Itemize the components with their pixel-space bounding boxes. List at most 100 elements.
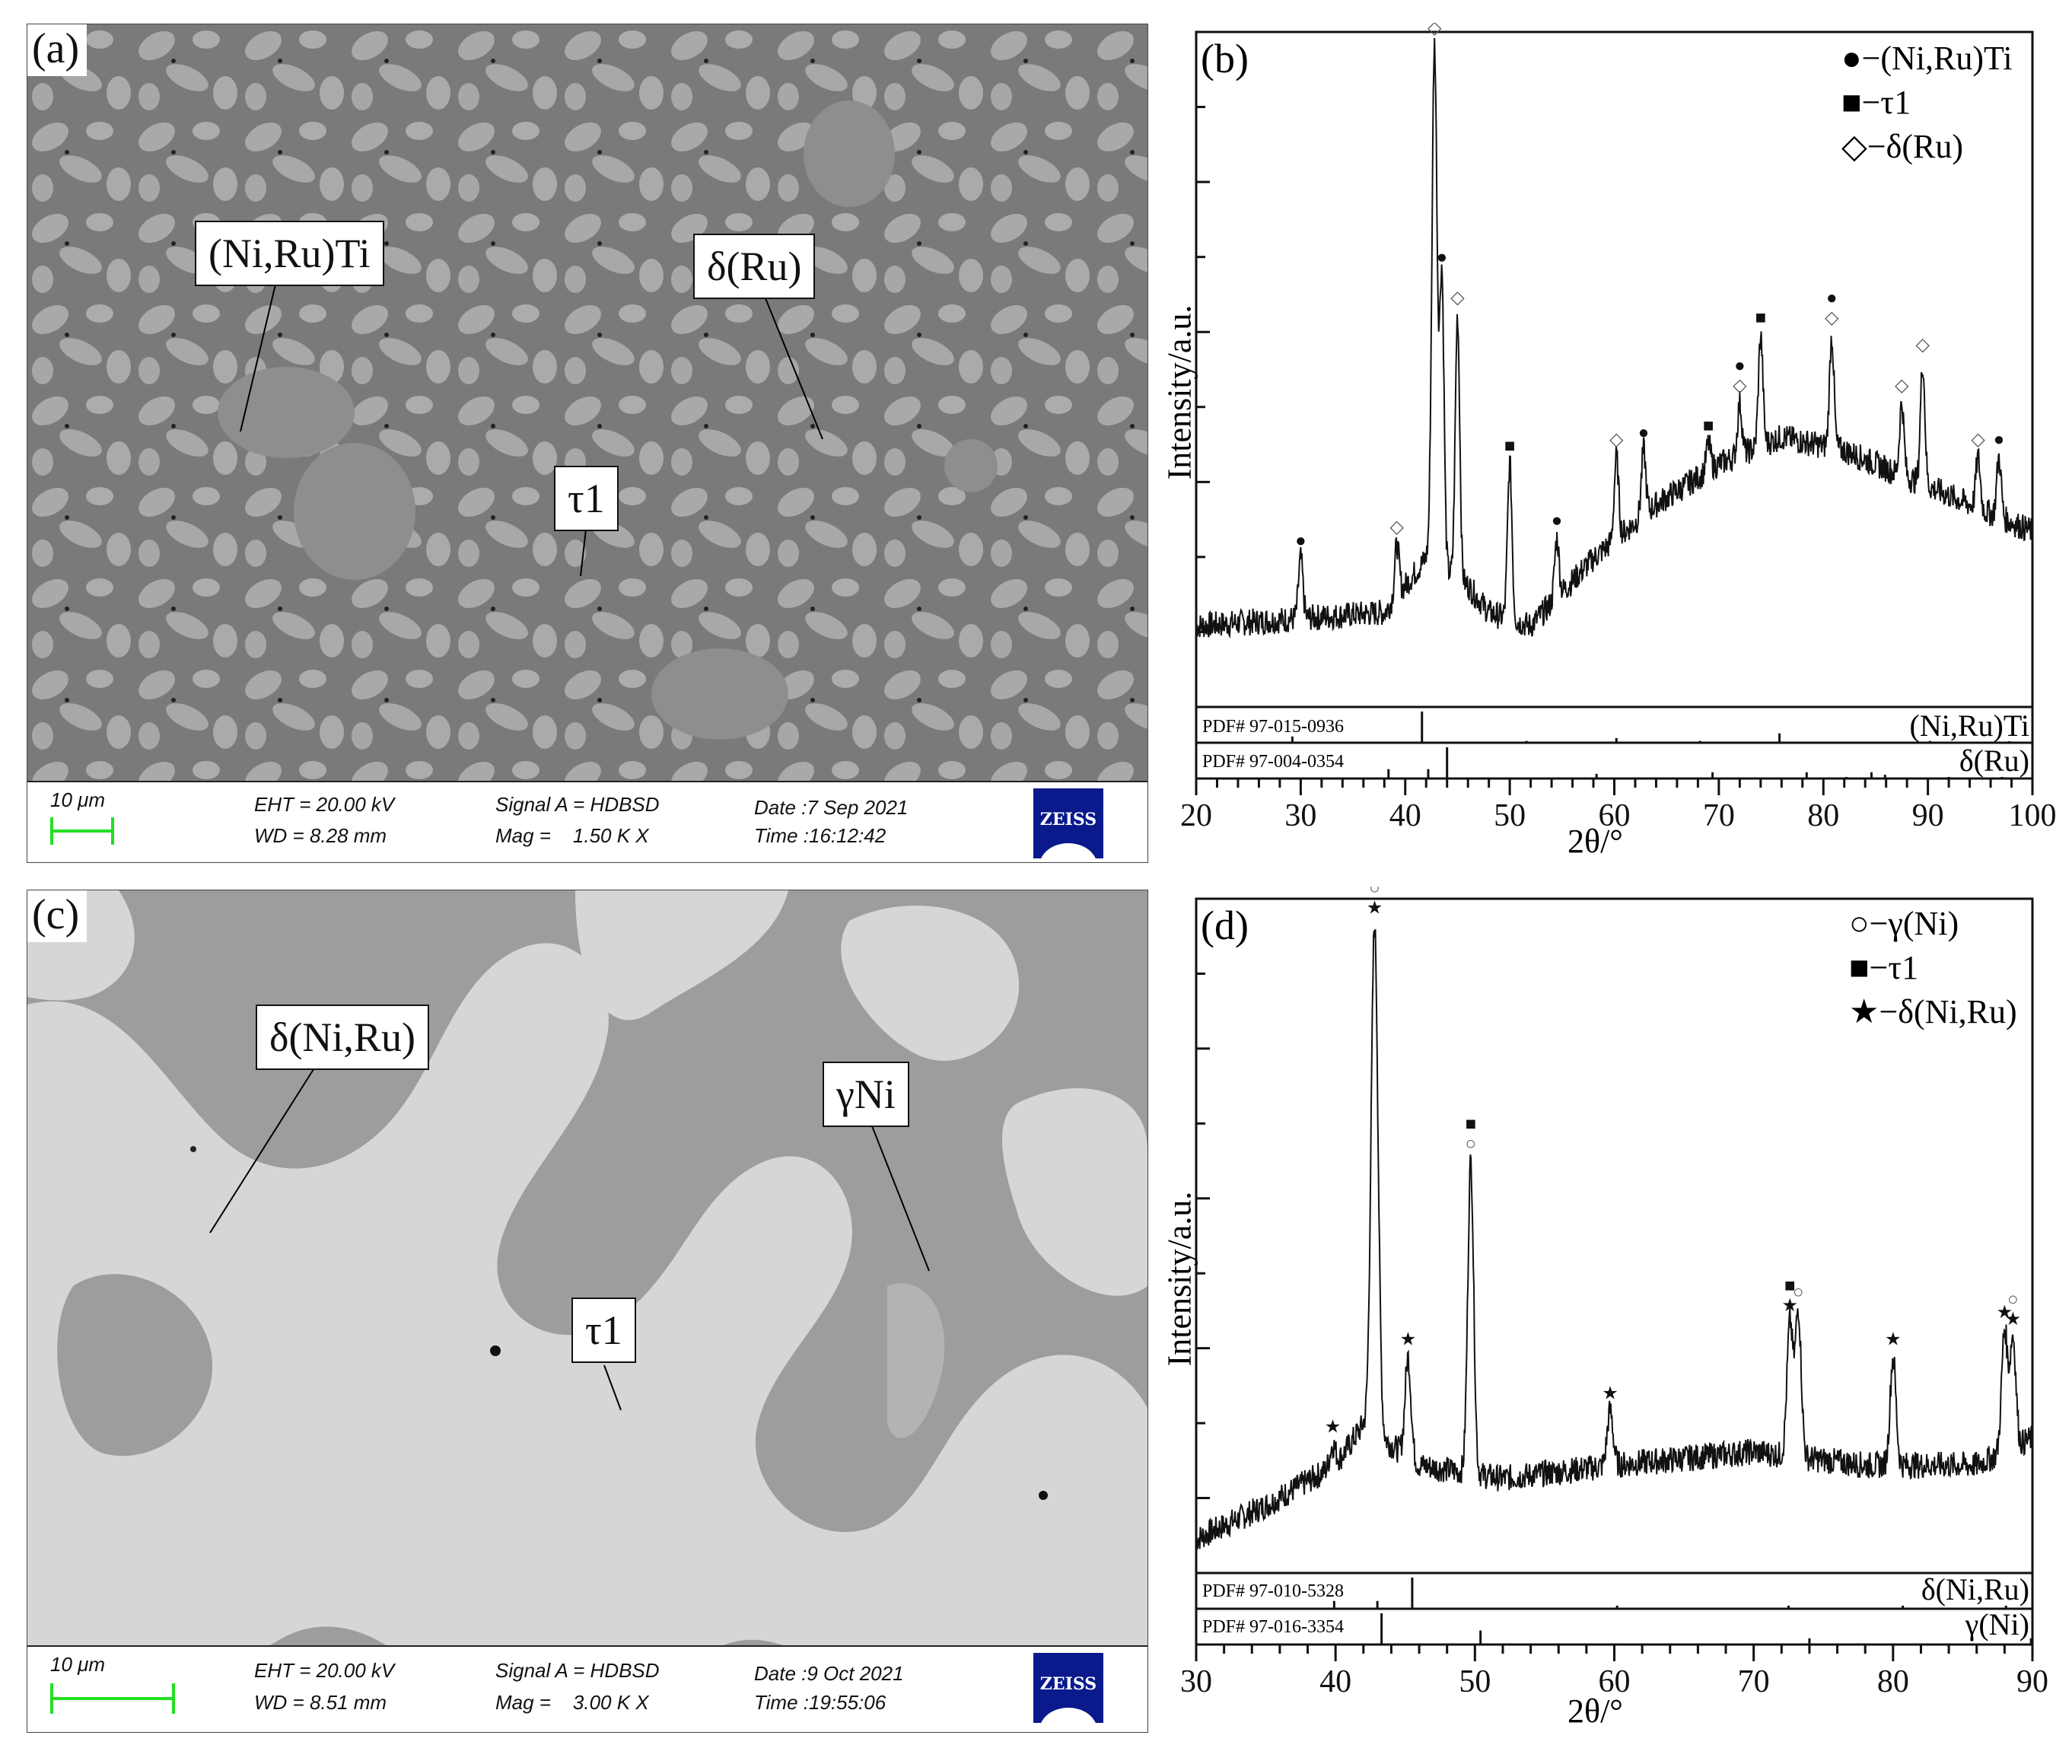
- ref-phase-label-d2: γ(Ni): [1965, 1607, 2029, 1641]
- sem-info-bar-a: 10 μm EHT = 20.00 kV WD = 8.28 mm Signal…: [27, 781, 1147, 862]
- x-axis-label-d: 2θ/°: [1568, 1692, 1623, 1730]
- callout-gamma-ni: γNi: [823, 1062, 909, 1127]
- svg-text:80: 80: [1877, 1664, 1909, 1699]
- callout-delta-niru: δ(Ni,Ru): [256, 1005, 429, 1070]
- svg-text:●: ●: [1437, 247, 1448, 267]
- svg-text:■: ■: [1466, 1115, 1477, 1135]
- panel-label-a: (a): [27, 24, 88, 76]
- svg-text:40: 40: [1389, 798, 1421, 833]
- date-value: Date :9 Oct 2021: [754, 1662, 904, 1685]
- sem-image-c: (c) δ(Ni,Ru) γNi τ1 10 μm EHT = 20.00 kV…: [27, 890, 1148, 1733]
- svg-text:30: 30: [1180, 1664, 1212, 1699]
- ref-pdf-label-b1: PDF# 97-015-0936: [1202, 717, 1345, 737]
- svg-text:70: 70: [1703, 798, 1735, 833]
- panel-label-b: (b): [1201, 36, 1249, 81]
- scale-label: 10 μm: [50, 788, 106, 811]
- svg-text:◇: ◇: [1895, 376, 1909, 396]
- eht-value: EHT = 20.00 kV: [254, 793, 395, 816]
- legend-item-tau1: ■−τ1: [1841, 84, 1911, 121]
- ref-pdf-label-b2: PDF# 97-004-0354: [1202, 752, 1345, 772]
- svg-text:★: ★: [1325, 1418, 1342, 1438]
- svg-text:●: ●: [1295, 531, 1307, 551]
- square-filled-icon: ■: [1849, 949, 1870, 986]
- ref-phase-label-b2: δ(Ru): [1959, 743, 2029, 778]
- svg-text:★: ★: [1367, 898, 1383, 918]
- diamond-open-icon: ◇: [1841, 128, 1867, 165]
- svg-text:■: ■: [1504, 437, 1516, 457]
- ref-phase-label-d1: δ(Ni,Ru): [1921, 1572, 2029, 1606]
- svg-text:50: 50: [1459, 1664, 1491, 1699]
- svg-text:80: 80: [1807, 798, 1839, 833]
- svg-text:90: 90: [1912, 798, 1944, 833]
- date-value: Date :7 Sep 2021: [754, 796, 909, 819]
- callout-tau1-c: τ1: [571, 1298, 636, 1363]
- svg-text:●: ●: [1826, 288, 1838, 308]
- svg-text:◇: ◇: [1390, 517, 1405, 537]
- time-value: Time :16:12:42: [754, 824, 886, 847]
- star-icon: ★: [1849, 993, 1879, 1030]
- scale-bar-icon: [50, 1683, 175, 1714]
- svg-text:○: ○: [2007, 1290, 2019, 1310]
- callout-tau1: τ1: [554, 466, 619, 531]
- svg-text:90: 90: [2016, 1664, 2048, 1699]
- svg-text:◇: ◇: [1825, 308, 1839, 328]
- legend-b: ●−(Ni,Ru)Ti ■−τ1 ◇−δ(Ru): [1841, 37, 2013, 169]
- svg-text:■: ■: [1703, 416, 1714, 436]
- svg-text:70: 70: [1738, 1664, 1770, 1699]
- svg-text:●: ●: [1552, 511, 1563, 530]
- svg-text:★: ★: [1885, 1329, 1902, 1349]
- svg-text:★: ★: [1782, 1296, 1799, 1316]
- sem-info-bar-c: 10 μm EHT = 20.00 kV WD = 8.51 mm Signal…: [27, 1645, 1147, 1732]
- svg-text:◇: ◇: [1916, 336, 1930, 355]
- wd-value: WD = 8.51 mm: [254, 1691, 387, 1714]
- zeiss-logo: ZEISS: [1033, 1653, 1103, 1723]
- svg-text:◇: ◇: [1609, 430, 1624, 450]
- panel-label-c: (c): [27, 890, 88, 942]
- svg-text:30: 30: [1284, 798, 1316, 833]
- svg-text:■: ■: [1755, 308, 1767, 328]
- y-axis-label-d: Intensity/a.u.: [1160, 1191, 1198, 1367]
- eht-value: EHT = 20.00 kV: [254, 1659, 395, 1682]
- svg-text:●: ●: [1994, 430, 2005, 450]
- callout-delta-ru: δ(Ru): [693, 234, 816, 299]
- svg-text:★: ★: [1400, 1329, 1417, 1349]
- ref-phase-label-b1: (Ni,Ru)Ti: [1909, 708, 2029, 743]
- svg-text:●: ●: [1638, 423, 1650, 443]
- svg-text:★: ★: [1602, 1383, 1618, 1403]
- svg-text:◇: ◇: [1733, 376, 1747, 396]
- legend-d: ○−γ(Ni) ■−τ1 ★−δ(Ni,Ru): [1849, 902, 2017, 1034]
- svg-text:○: ○: [1793, 1282, 1804, 1302]
- xrd-chart-b: 2030405060708090100●◇◇■●◇■●◇●■◇●■◇●◇◇◇● …: [1141, 0, 2072, 868]
- svg-text:◇: ◇: [1450, 288, 1465, 308]
- circle-open-icon: ○: [1849, 905, 1870, 942]
- svg-text:★: ★: [1997, 1303, 2013, 1323]
- svg-text:40: 40: [1319, 1664, 1351, 1699]
- svg-text:100: 100: [2009, 798, 2057, 833]
- sem-micrograph-a: [27, 24, 1147, 862]
- svg-text:★: ★: [2005, 1310, 2022, 1329]
- legend-item-delta-ru: ◇−δ(Ru): [1841, 128, 1964, 165]
- signal-value: Signal A = HDBSD: [495, 793, 660, 816]
- svg-text:■: ■: [1784, 1276, 1796, 1296]
- svg-text:60: 60: [1599, 1664, 1631, 1699]
- svg-text:60: 60: [1599, 798, 1631, 833]
- circle-filled-icon: ●: [1841, 40, 1862, 77]
- zeiss-logo: ZEISS: [1033, 788, 1103, 858]
- legend-item-niruti: ●−(Ni,Ru)Ti: [1841, 40, 2013, 77]
- x-axis-label-b: 2θ/°: [1568, 823, 1623, 860]
- svg-text:◇: ◇: [1427, 23, 1442, 38]
- legend-item-tau1: ■−τ1: [1849, 949, 1919, 986]
- scale-label: 10 μm: [50, 1653, 106, 1676]
- callout-niruti: (Ni,Ru)Ti: [195, 221, 384, 286]
- sem-image-a: (a) (Ni,Ru)Ti δ(Ru) τ1 10 μm EHT = 20.00…: [27, 24, 1148, 863]
- ref-pdf-label-d2: PDF# 97-016-3354: [1202, 1617, 1345, 1637]
- legend-item-delta-niru: ★−δ(Ni,Ru): [1849, 993, 2017, 1030]
- wd-value: WD = 8.28 mm: [254, 824, 387, 847]
- time-value: Time :19:55:06: [754, 1691, 886, 1714]
- mag-value: Mag = 3.00 K X: [495, 1691, 649, 1714]
- svg-text:●: ●: [1734, 356, 1746, 376]
- svg-text:○: ○: [1466, 1135, 1477, 1154]
